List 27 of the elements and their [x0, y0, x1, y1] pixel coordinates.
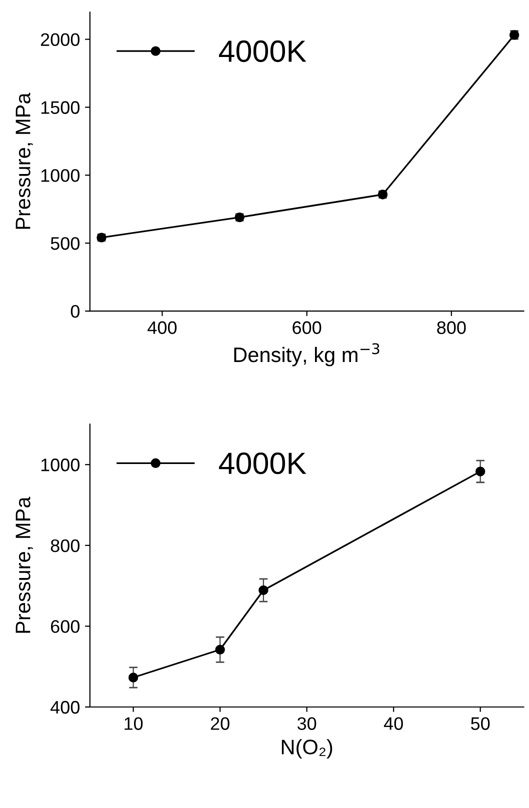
x-tick-label: 800	[437, 321, 466, 334]
x-tick-label: 10	[124, 717, 143, 730]
x-axis-title: N(O₂)	[282, 739, 332, 759]
legend-label: 4000K	[218, 40, 306, 62]
point	[215, 644, 225, 654]
y-axis-title: Pressure, MPa	[16, 92, 33, 229]
y-tick-label: 500	[50, 237, 80, 250]
y-tick-label: 0	[70, 305, 80, 318]
y-tick-label: 400	[50, 700, 80, 714]
x-tick-label: 400	[148, 321, 177, 334]
y-tick-label: 2000	[40, 33, 80, 46]
x-tick-label: 20	[210, 717, 230, 730]
y-tick-label: 600	[51, 620, 80, 633]
x-tick-label: 30	[297, 717, 316, 730]
x-tick-label: 50	[471, 717, 490, 730]
point	[258, 585, 268, 596]
y-tick-label: 1000	[41, 458, 80, 472]
x-tick-label: 600	[292, 321, 322, 334]
y-tick-label: 1500	[41, 101, 80, 114]
point	[475, 466, 486, 476]
point	[128, 672, 138, 682]
x-tick-label: 40	[384, 717, 403, 730]
legend-label: 4000K	[218, 452, 306, 474]
x-axis-title: Density, kg m$^{−3}$	[234, 343, 380, 366]
y-axis-title: Pressure, MPa	[16, 496, 33, 633]
y-tick-label: 800	[50, 539, 80, 552]
y-tick-label: 1000	[41, 169, 80, 182]
